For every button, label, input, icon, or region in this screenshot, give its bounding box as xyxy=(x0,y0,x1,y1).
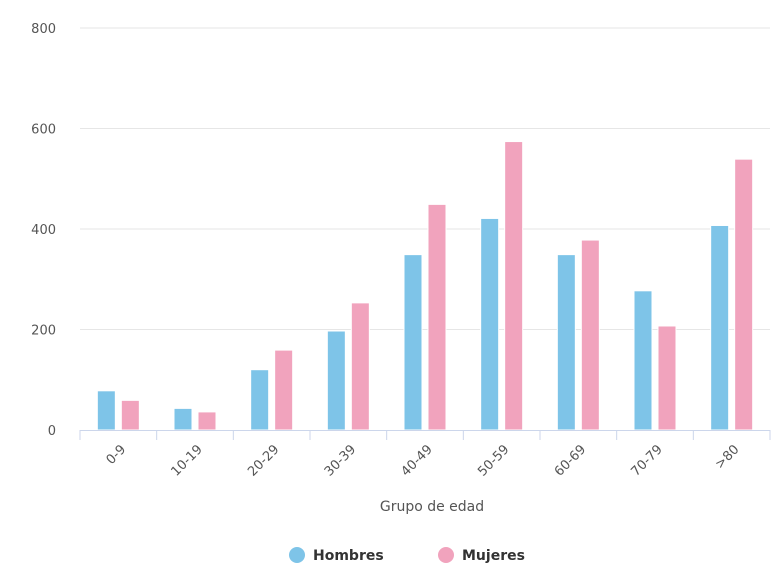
bar-hombres-8[interactable] xyxy=(710,224,730,431)
y-axis: 0 200 400 600 800 xyxy=(31,22,56,439)
legend: Hombres Mujeres xyxy=(289,547,525,564)
y-tick-label: 400 xyxy=(31,223,56,238)
bar-hombres-1[interactable] xyxy=(173,407,193,431)
x-tick-label: >80 xyxy=(712,442,742,472)
bar-mujeres-5[interactable] xyxy=(504,141,524,431)
legend-marker xyxy=(438,547,454,563)
x-tick-label: 40-49 xyxy=(399,442,436,479)
x-tick-label: 10-19 xyxy=(169,442,206,479)
legend-item-hombres[interactable]: Hombres xyxy=(289,547,384,564)
legend-item-mujeres[interactable]: Mujeres xyxy=(438,547,525,564)
bar-mujeres-1[interactable] xyxy=(197,411,217,431)
legend-marker xyxy=(289,547,305,563)
y-tick-label: 800 xyxy=(31,22,56,37)
x-axis-title: Grupo de edad xyxy=(380,499,484,515)
x-tick-label: 50-59 xyxy=(475,442,512,479)
y-tick-label: 600 xyxy=(31,123,56,138)
bar-hombres-2[interactable] xyxy=(250,369,270,431)
x-tick-label: 20-29 xyxy=(245,442,282,479)
y-tick-label: 0 xyxy=(48,424,56,439)
y-tick-label: 200 xyxy=(31,324,56,339)
bar-mujeres-3[interactable] xyxy=(350,302,370,431)
bar-hombres-5[interactable] xyxy=(480,217,500,431)
x-tick-label: 70-79 xyxy=(629,442,666,479)
bar-mujeres-2[interactable] xyxy=(274,349,294,431)
bar-mujeres-6[interactable] xyxy=(580,239,600,431)
bar-hombres-0[interactable] xyxy=(96,390,116,431)
bar-mujeres-8[interactable] xyxy=(734,158,754,431)
bar-hombres-7[interactable] xyxy=(633,290,653,431)
bar-mujeres-0[interactable] xyxy=(120,399,140,431)
bar-mujeres-4[interactable] xyxy=(427,203,447,431)
legend-label: Mujeres xyxy=(462,548,525,564)
bar-hombres-4[interactable] xyxy=(403,254,423,431)
gridlines xyxy=(80,27,770,330)
bar-mujeres-7[interactable] xyxy=(657,325,677,431)
legend-label: Hombres xyxy=(313,548,384,564)
x-axis: 0-9 10-19 20-29 30-39 40-49 50-59 60-69 70-79 >8… xyxy=(79,430,771,480)
x-tick-label: 0-9 xyxy=(104,442,130,468)
bar-hombres-3[interactable] xyxy=(326,330,346,431)
x-tick-label: 60-69 xyxy=(552,442,589,479)
x-tick-label: 30-39 xyxy=(322,442,359,479)
bar-hombres-6[interactable] xyxy=(556,254,576,431)
bars xyxy=(96,141,754,431)
